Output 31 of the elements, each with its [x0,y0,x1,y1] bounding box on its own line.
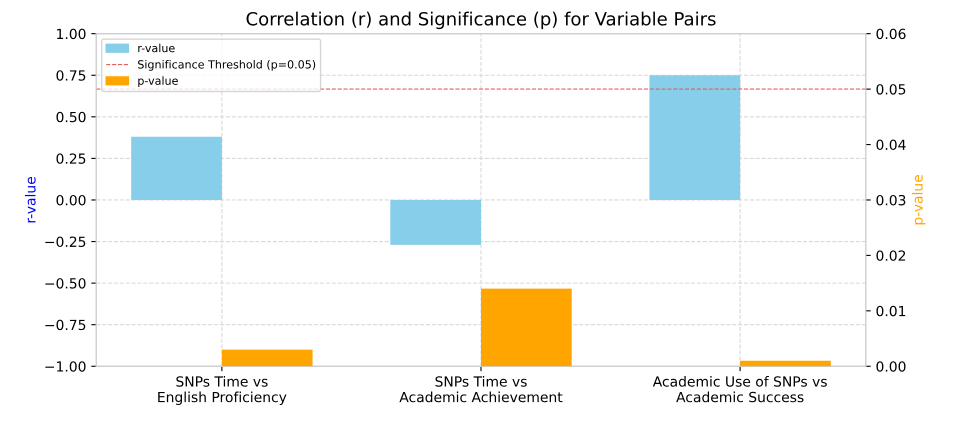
x-tick-label: SNPs Time vs Academic Achievement [399,376,562,402]
y-axis-title: r-value [24,177,36,222]
y-tick-label: 0.75 [56,70,86,81]
y-tick-label: 1.00 [57,28,86,40]
legend-label: Significance Threshold (p=0.05) [138,60,316,71]
y2-tick-label: 0.02 [876,250,906,261]
y-tick-label: 0.50 [56,112,86,122]
y2-tick-label: 0.00 [876,361,906,372]
bar [740,360,831,366]
y2-tick-label: 0.03 [876,194,906,206]
y-tick-label: −0.75 [45,320,86,330]
y2-tick-label: 0.04 [876,140,906,150]
y-tick-label: −0.25 [45,236,86,248]
y2-axis-title: p-value [912,175,926,224]
legend-label: p-value [138,76,178,88]
x-tick-label: Academic Use of SNPs vs Academic Success [652,376,827,402]
y2-tick-label: 0.06 [876,28,906,40]
legend-label: r-value [138,44,175,52]
bar [649,75,740,200]
y2-tick-label: 0.01 [876,306,906,316]
y-tick-label: 0.25 [56,153,86,164]
bar [222,350,313,366]
y2-tick-label: 0.05 [876,84,906,95]
chart-title: Correlation (r) and Significance (p) for Variable Pairs [246,12,716,30]
y-tick-label: 0.00 [56,194,86,206]
y-tick-label: −1.00 [45,361,86,372]
y-tick-label: −0.50 [45,278,86,289]
x-tick-label: SNPs Time vs English Proficiency [158,376,286,405]
bar [390,200,481,245]
bar [481,288,572,366]
bar [131,136,222,200]
